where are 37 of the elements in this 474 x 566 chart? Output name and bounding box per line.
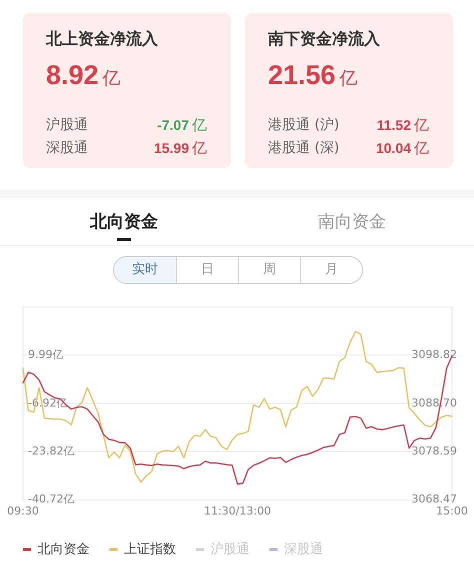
category-label: 沪股通 <box>46 116 88 135</box>
text: 周 <box>238 257 300 283</box>
text: 亿 <box>192 116 207 134</box>
y2-tick-label: 3068.47 <box>412 492 457 506</box>
y-tick-label: -40.72亿 <box>28 492 74 506</box>
data-label: 21.56 <box>268 60 336 90</box>
text: 日 <box>176 257 238 283</box>
text: 实时 <box>114 257 176 283</box>
text: 北上资金净流入 <box>46 28 158 50</box>
legend-label: 北向资金 <box>38 542 90 557</box>
data-label: 15.99 <box>154 140 189 156</box>
category-label: 港股通 (沪) <box>268 116 340 135</box>
text: 亿 <box>102 68 121 89</box>
x-tick-label: 11:30/13:00 <box>204 504 272 518</box>
y-tick-label: -23.82亿 <box>28 444 74 458</box>
data-label: 11.52 <box>376 117 411 133</box>
category-label: 深股通 <box>46 139 88 158</box>
text: 亿 <box>414 139 429 157</box>
data-label: -7.07 <box>157 117 189 133</box>
x-tick-label: 15:00 <box>436 504 468 518</box>
text: 南下资金净流入 <box>268 28 380 50</box>
text: 南向资金 <box>317 211 387 234</box>
category-label: 港股通 (深) <box>268 139 340 158</box>
legend-label: 深股通 <box>284 542 323 557</box>
data-label: 8.92 <box>46 60 99 90</box>
text: 亿 <box>340 68 358 89</box>
text: 月 <box>300 257 362 283</box>
y2-tick-label: 3098.82 <box>412 348 457 362</box>
legend-label: 沪股通 <box>210 540 250 557</box>
x-tick-label: 09:30 <box>7 504 39 518</box>
y2-tick-label: 3078.59 <box>412 444 457 458</box>
data-label: 10.04 <box>376 140 411 156</box>
text: 亿 <box>414 116 429 134</box>
text: 北向资金 <box>88 211 159 234</box>
text: 亿 <box>192 139 207 157</box>
legend-label: 上证指数 <box>124 542 176 557</box>
y-tick-label: 9.99亿 <box>28 348 64 362</box>
